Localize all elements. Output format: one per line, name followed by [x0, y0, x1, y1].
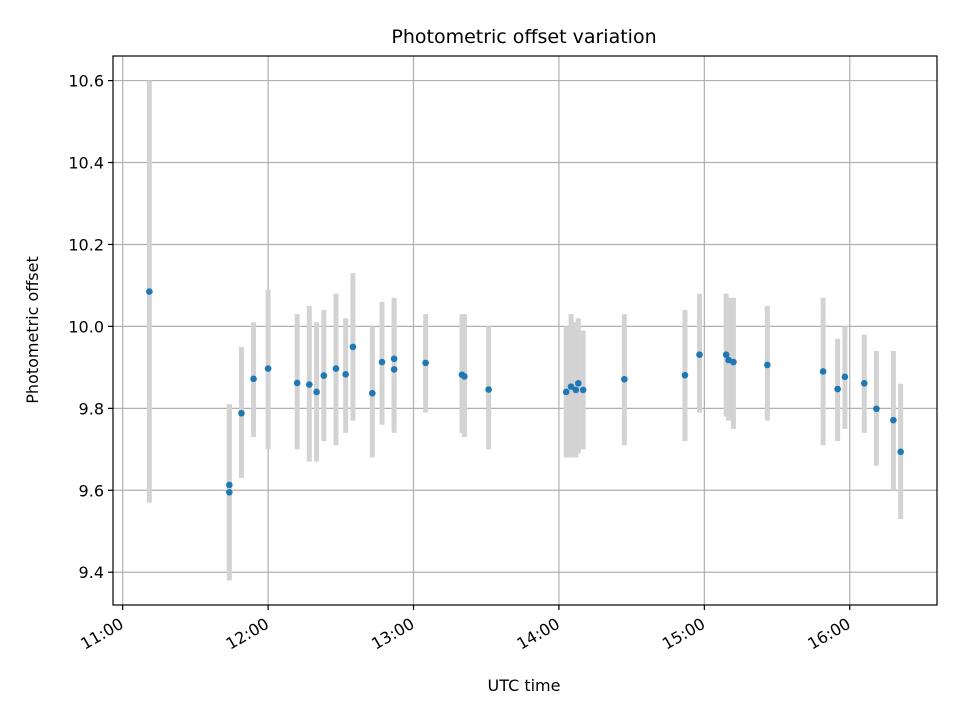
data-point: [226, 489, 233, 496]
data-point: [390, 355, 398, 363]
grid: [113, 56, 937, 605]
data-point: [873, 405, 880, 413]
data-point: [722, 351, 730, 358]
data-point: [342, 371, 349, 378]
data-point: [562, 388, 570, 396]
x-tick-label: 15:00: [659, 614, 708, 654]
data-point: [575, 380, 582, 387]
x-tick-label: 16:00: [804, 614, 853, 654]
data-point: [250, 375, 257, 383]
data-point: [730, 358, 737, 366]
data-point: [369, 389, 376, 397]
data-point: [696, 351, 703, 358]
data-point: [819, 368, 827, 375]
data-point: [681, 371, 689, 379]
data-point: [332, 365, 340, 372]
data-point: [313, 388, 320, 396]
data-point: [306, 381, 313, 388]
y-tick-label: 9.8: [79, 399, 104, 418]
data-point: [264, 365, 272, 372]
data-point: [860, 380, 868, 387]
data-point: [320, 372, 328, 379]
data-point: [293, 379, 301, 387]
data-point: [378, 358, 386, 366]
data-point: [226, 481, 233, 489]
data-points: [146, 288, 904, 496]
y-tick-label: 10.0: [68, 317, 104, 336]
data-point: [841, 373, 849, 381]
x-axis-label: UTC time: [488, 676, 561, 695]
y-tick-label: 10.6: [68, 72, 104, 91]
data-point: [461, 373, 468, 380]
y-tick-label: 10.2: [68, 235, 104, 254]
x-tick-label: 12:00: [223, 614, 272, 654]
data-point: [567, 383, 575, 390]
data-point: [485, 386, 492, 393]
data-point: [834, 385, 841, 393]
data-point: [764, 361, 771, 369]
data-point: [897, 448, 904, 456]
x-tick-label: 11:00: [77, 614, 126, 654]
data-point: [349, 343, 357, 351]
x-axis-ticks: 11:00 12:00 13:00 14:00 15:00 16:00: [77, 605, 854, 654]
y-axis-label: Photometric offset: [23, 256, 42, 404]
data-point: [146, 288, 153, 295]
data-point: [390, 366, 398, 373]
y-tick-label: 9.6: [79, 481, 104, 500]
chart-title: Photometric offset variation: [391, 26, 656, 48]
y-axis-ticks: 9.4 9.6 9.8 10.0 10.2 10.4 10.6: [68, 72, 113, 582]
y-tick-label: 10.4: [68, 154, 104, 173]
y-tick-label: 9.4: [79, 563, 104, 582]
data-point: [238, 409, 245, 417]
data-point: [572, 386, 580, 394]
data-point: [621, 375, 628, 383]
error-bars: [146, 80, 904, 581]
x-tick-label: 14:00: [513, 614, 562, 654]
data-point: [890, 416, 897, 424]
data-point: [579, 386, 587, 394]
plot-frame: [112, 55, 938, 606]
x-tick-label: 13:00: [368, 614, 417, 654]
data-point: [422, 359, 429, 367]
